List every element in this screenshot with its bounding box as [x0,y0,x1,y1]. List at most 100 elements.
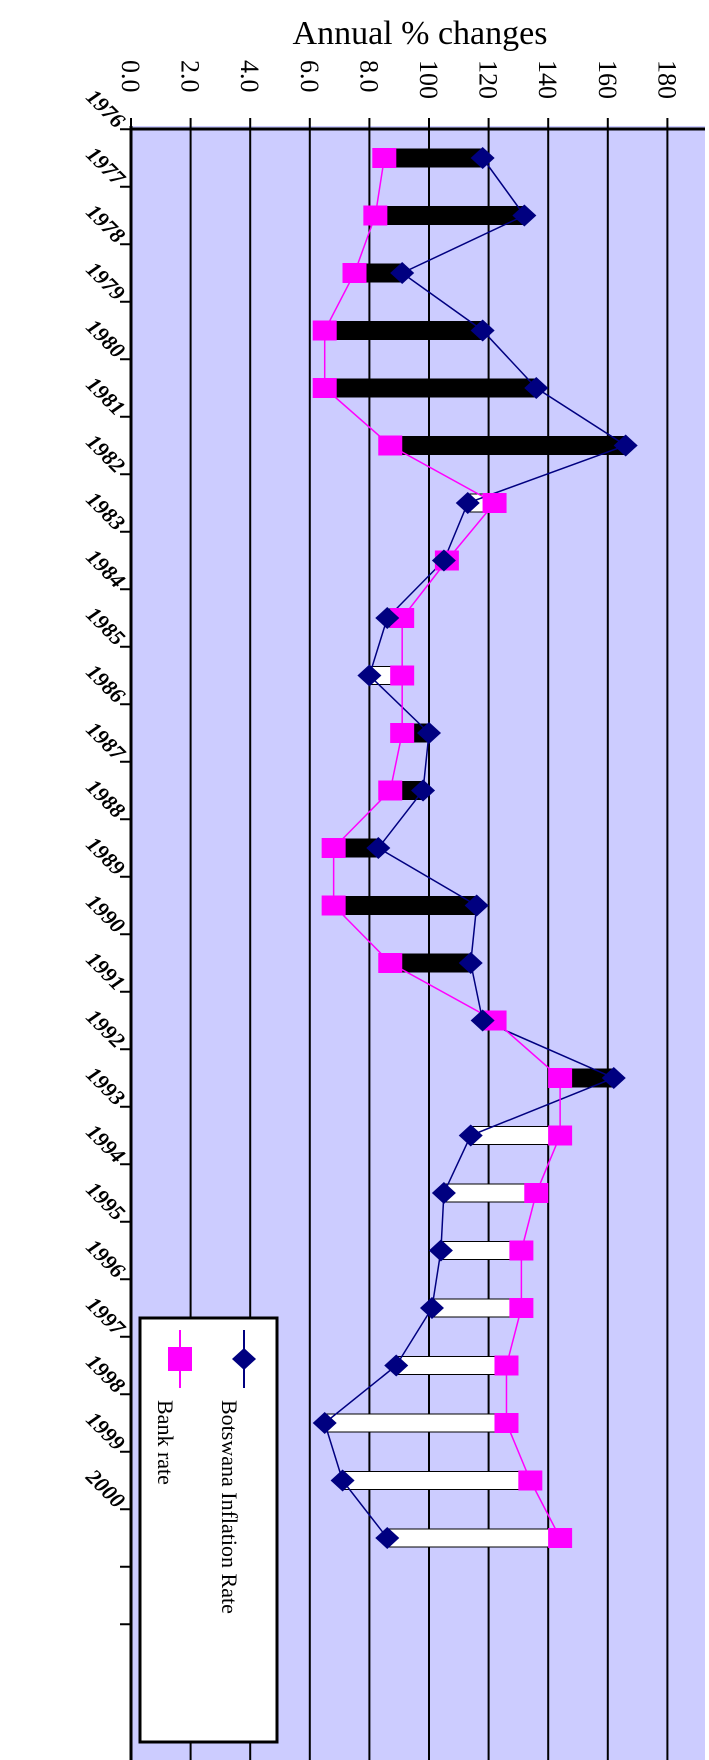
category-label: 1987 [81,716,130,765]
bank-rate-point [390,608,415,628]
category-label: 1982 [81,429,130,478]
inflation-point [470,319,495,342]
category-label: 1977 [81,141,130,190]
bank-rate-point [378,953,403,973]
legend-inflation-diamond-icon [232,1348,256,1370]
category-label: 1992 [81,1004,130,1053]
inflation-point [417,722,441,744]
up-down-bar [333,896,478,915]
value-ticks [130,118,669,129]
category-label: 1990 [81,889,130,938]
legend-bank-label: Bank rate [153,1400,178,1485]
category-labels: 1976197719781979198019811982198319841985… [81,84,131,1513]
value-tick-label: 100 [414,60,443,99]
category-label: 1979 [81,256,130,305]
bank-rate-point [524,1183,549,1203]
inflation-point [375,1527,400,1549]
up-down-bar [389,436,627,455]
category-label: 1995 [81,1176,130,1225]
bank-rate-point [321,895,346,916]
category-ticks [120,128,131,1626]
value-tick-label: 0.0 [116,60,145,93]
value-tick-label: 140 [533,60,562,99]
up-down-bar [443,1183,537,1203]
legend-inflation-label: Botswana Inflation Rate [217,1400,242,1614]
category-label: 1996 [81,1234,130,1283]
bank-rate-point [548,1125,573,1146]
bank-rate-point [342,263,367,283]
inflation-point [524,377,549,399]
inflation-point [357,664,382,687]
category-label: 1983 [81,486,130,535]
legend: Botswana Inflation Rate Bank rate [138,1316,279,1744]
category-label: 2000 [81,1463,130,1512]
inflation-point [431,1182,456,1204]
value-tick-label: 4.0 [235,60,264,93]
inflation-point [428,1239,453,1262]
value-tick-label: 160 [593,60,622,99]
inflation-point [419,1297,444,1319]
bank-rate-point [390,723,415,743]
bank-rate-point [494,1355,519,1376]
category-label: 1991 [81,946,130,995]
inflation-point [330,1469,355,1492]
up-down-bar [386,1528,561,1548]
bank-rate-point [548,1528,573,1548]
category-label: 1994 [81,1119,130,1168]
grid-lines [189,129,669,1760]
category-label: 1981 [81,371,130,420]
value-tick-label: 180 [652,60,681,99]
category-label: 1999 [81,1406,130,1455]
bank-rate-point [518,1470,543,1491]
inflation-point [390,262,415,284]
bank-rate-point [363,205,388,226]
inflation-point [613,434,638,457]
category-label: 1997 [81,1291,130,1340]
up-down-bar [470,1126,561,1145]
bank-rate-point [312,320,337,341]
legend-bank-square-icon [168,1347,192,1371]
value-tick-label: 6.0 [295,60,324,93]
value-tick-label: 120 [474,60,503,99]
inflation-point [464,894,489,917]
category-label: 1998 [81,1349,130,1398]
value-tick-labels: 0.0 2.0 4.0 6.0 8.0 100 120 140 160 180 [116,60,681,99]
bank-rate-point [390,665,415,686]
inflation-point [470,147,495,169]
bank-rate-point [372,148,397,168]
inflation-point [312,1412,337,1434]
up-down-bar [374,206,525,225]
bank-rate-point [378,780,403,801]
inflation-point [458,1124,483,1147]
inflation-point [455,492,480,514]
inflation-point [458,952,483,974]
bank-rate-point [312,378,337,398]
bank-rate-point [321,838,346,858]
bank-rate-point [548,1068,573,1088]
chart-title: Annual % changes [293,15,548,52]
inflation-point [375,607,400,629]
inflation-point [384,1354,409,1377]
up-down-bar [342,1471,531,1490]
category-label: 1985 [81,601,130,650]
inflation-point [470,1009,495,1032]
category-label: 1980 [81,314,130,363]
category-label: 1978 [81,199,130,248]
value-tick-label: 8.0 [354,60,383,93]
bank-rate-point [494,1413,519,1433]
inflation-point [512,204,537,227]
up-down-bar [431,1298,522,1318]
value-tick-label: 2.0 [176,60,205,93]
inflation-point [601,1067,626,1089]
category-label: 1984 [81,544,130,593]
up-down-bar [324,378,537,398]
category-label: 1988 [81,774,130,823]
bank-rate-point [509,1298,534,1318]
inflation-point [431,549,456,572]
bank-rate-point [378,435,403,456]
legend-box [138,1316,279,1744]
series-markers [312,147,638,1549]
category-label: 1989 [81,831,130,880]
up-down-bar [383,148,484,168]
